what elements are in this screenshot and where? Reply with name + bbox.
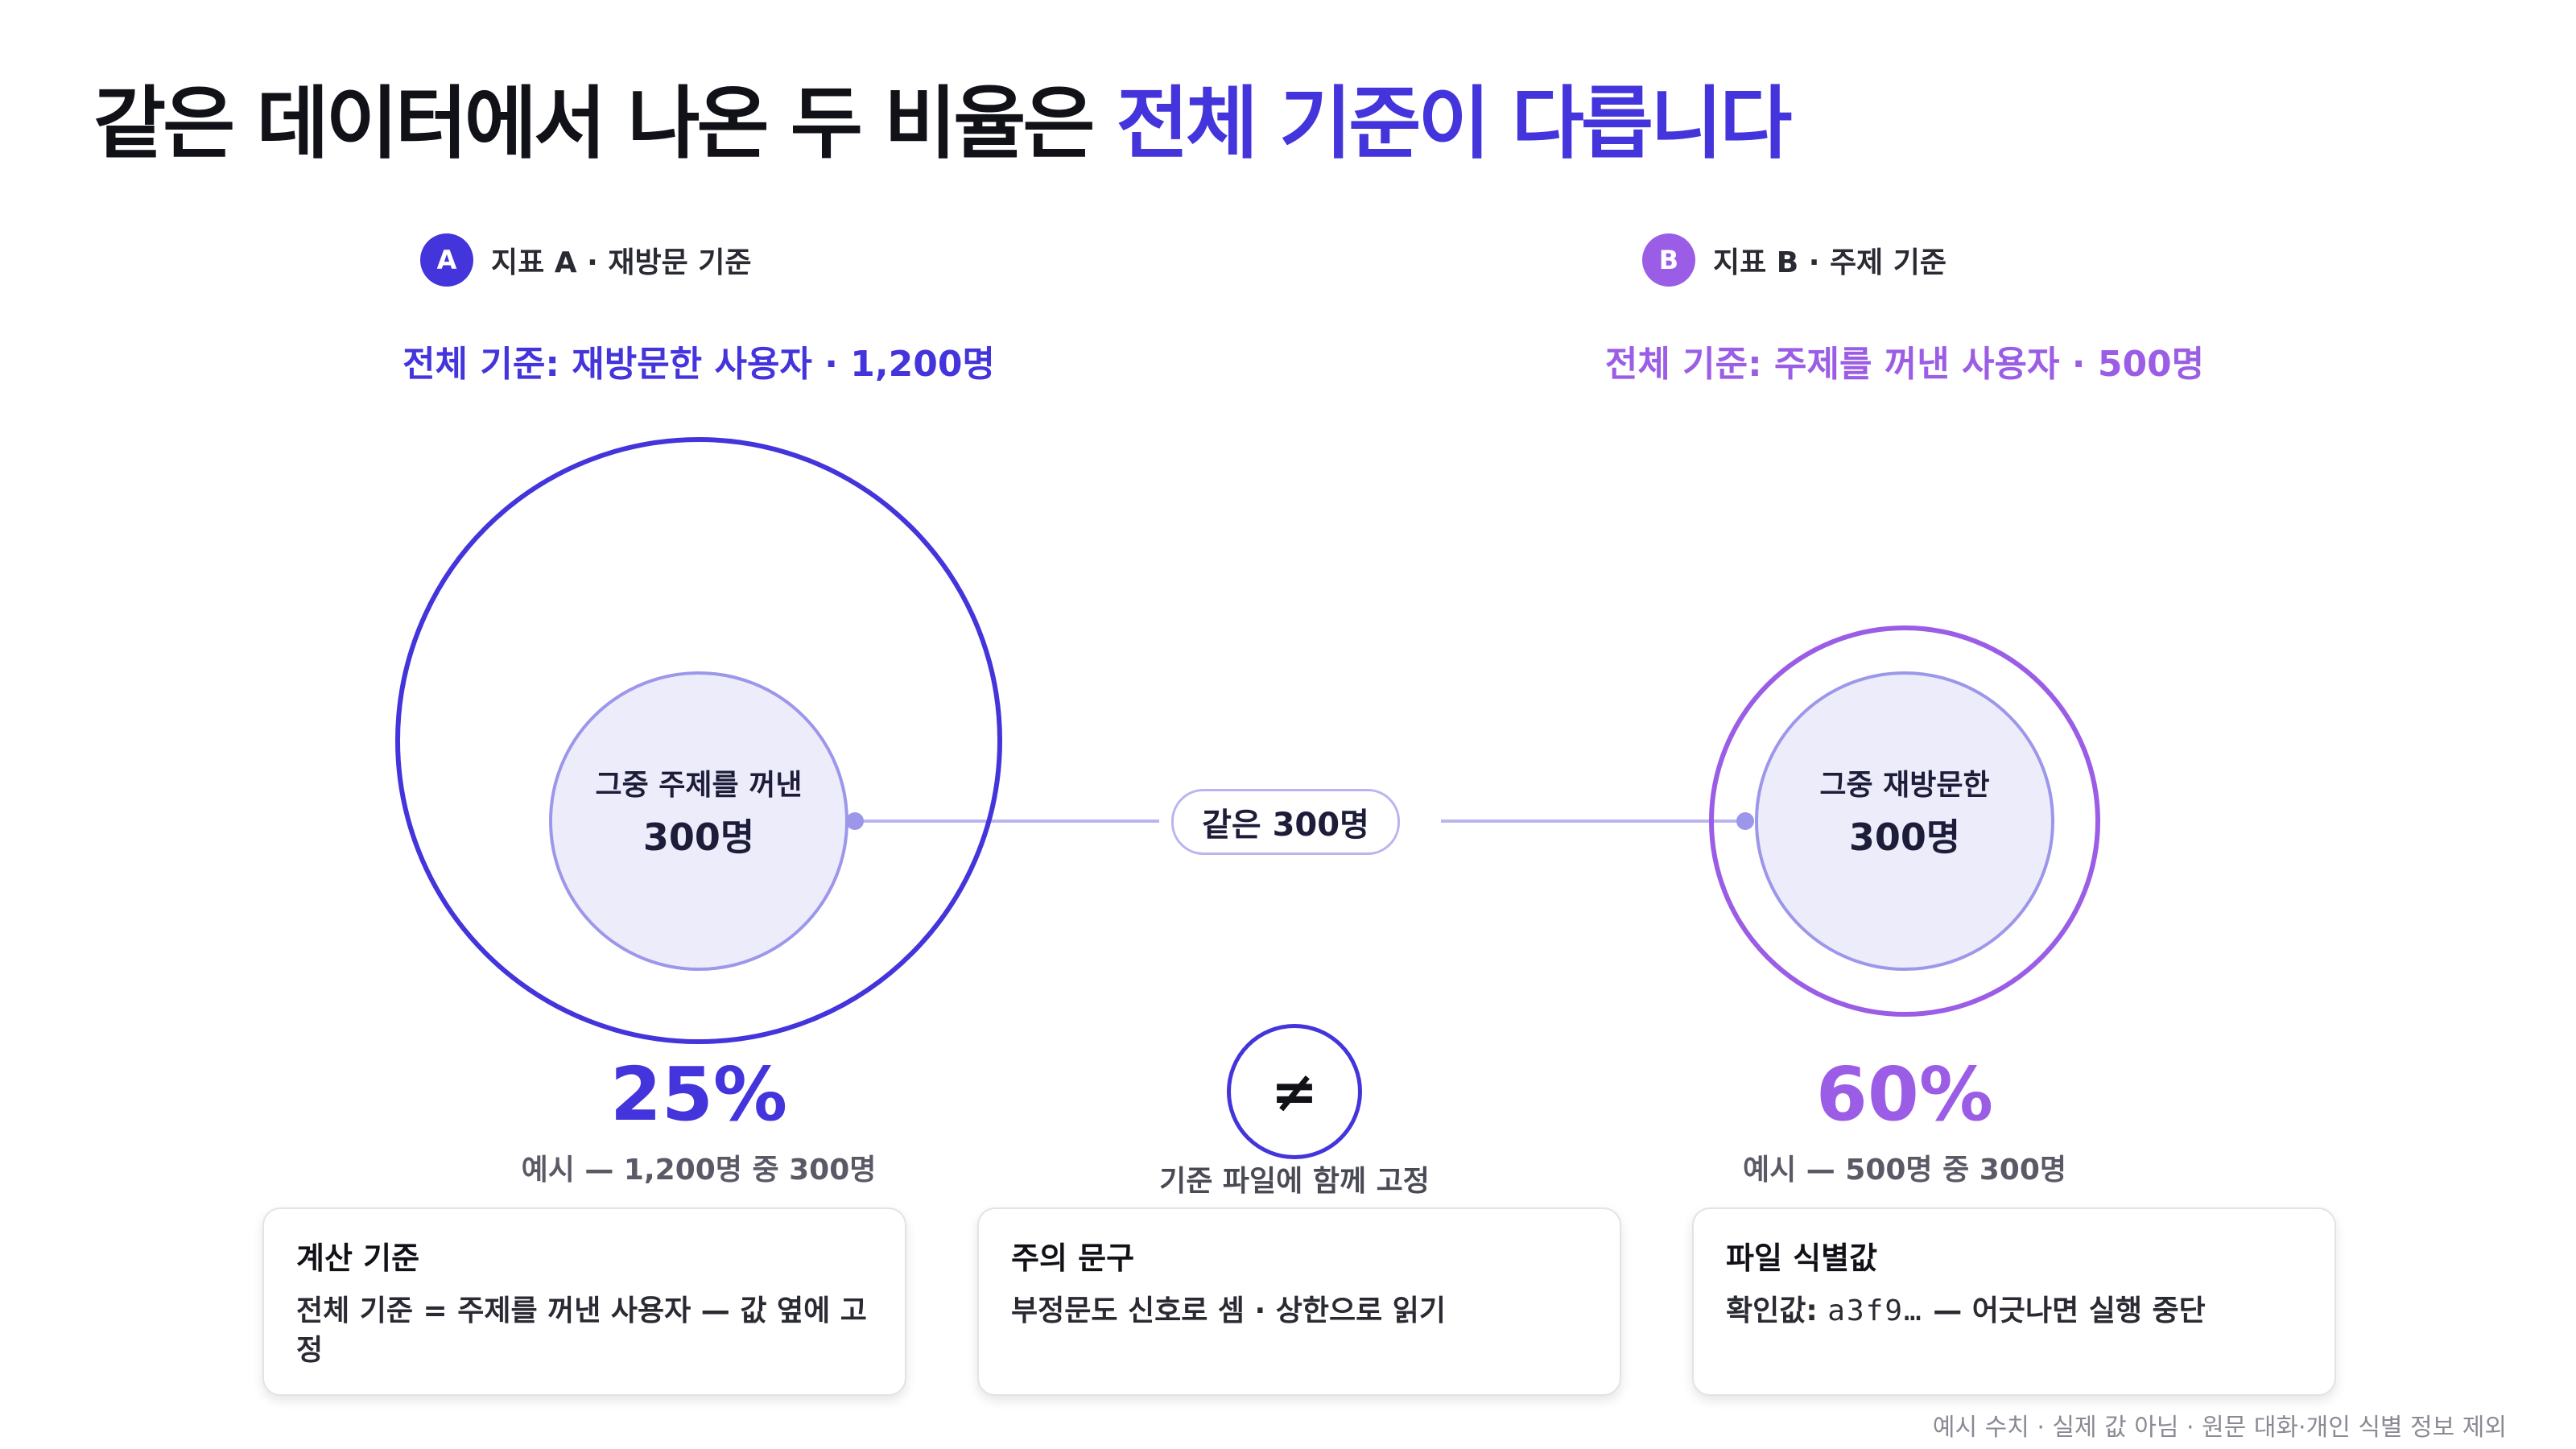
metric-a-badge: A xyxy=(420,233,473,287)
metric-a-percent: 25% xyxy=(609,1051,788,1137)
metric-b-inner-text: 그중 재방문한 300명 xyxy=(1819,762,1989,861)
metric-b-example: 예시 — 500명 중 300명 xyxy=(1742,1154,2067,1187)
link-dot-left xyxy=(846,812,864,830)
metric-b-inner-circle xyxy=(1755,671,2054,971)
title-accent: 전체 기준이 다릅니다 xyxy=(1116,78,1793,170)
not-equal-icon: ≠ xyxy=(1227,1024,1362,1159)
card-caution-note: 주의 문구 부정문도 신호로 셈 · 상한으로 읽기 xyxy=(977,1208,1621,1396)
metric-a-inner-sub: 그중 주제를 꺼낸 xyxy=(595,769,803,802)
metric-a-label: 지표 A · 재방문 기준 xyxy=(491,246,752,279)
card-file-identifier: 파일 식별값 확인값: a3f9… — 어긋나면 실행 중단 xyxy=(1692,1208,2336,1396)
not-equal-caption: 기준 파일에 함께 고정 xyxy=(1159,1165,1430,1198)
card-calculation-basis: 계산 기준 전체 기준 = 주제를 꺼낸 사용자 — 값 옆에 고정 xyxy=(262,1208,906,1396)
metric-b-outer-circle xyxy=(1709,625,2100,1017)
metric-a-inner-text: 그중 주제를 꺼낸 300명 xyxy=(596,762,803,861)
metric-b-badge: B xyxy=(1642,233,1695,287)
card-body: 부정문도 신호로 셈 · 상한으로 읽기 xyxy=(1011,1294,1447,1327)
footnote: 예시 수치 · 실제 값 아님 · 원문 대화·개인 식별 정보 제외 xyxy=(1932,1414,2507,1442)
metric-a-inner-num: 300명 xyxy=(642,815,755,859)
metric-b-percent: 60% xyxy=(1815,1051,1994,1137)
card-body: 전체 기준 = 주제를 꺼낸 사용자 — 값 옆에 고정 xyxy=(296,1294,867,1367)
metric-b-inner-sub: 그중 재방문한 xyxy=(1819,769,1990,802)
metric-b-inner-num: 300명 xyxy=(1848,815,1961,859)
card-body-prefix: 확인값: xyxy=(1726,1294,1828,1327)
title-main: 같은 데이터에서 나온 두 비율은 xyxy=(93,78,1117,170)
card-title: 주의 문구 xyxy=(1011,1241,1135,1276)
page-title: 같은 데이터에서 나온 두 비율은 전체 기준이 다릅니다 xyxy=(93,77,1793,172)
card-title: 계산 기준 xyxy=(296,1241,420,1276)
metric-b-label: 지표 B · 주제 기준 xyxy=(1713,246,1946,279)
metric-a-header: A 지표 A · 재방문 기준 xyxy=(420,233,752,287)
metric-a-example: 예시 — 1,200명 중 300명 xyxy=(521,1154,877,1187)
metric-b-basis: 전체 기준: 주제를 꺼낸 사용자 · 500명 xyxy=(1604,344,2205,385)
metric-a-outer-circle xyxy=(395,437,1002,1044)
link-dot-right xyxy=(1736,812,1754,830)
metric-a-basis: 전체 기준: 재방문한 사용자 · 1,200명 xyxy=(402,344,995,385)
metric-b-header: B 지표 B · 주제 기준 xyxy=(1642,233,1946,287)
card-title: 파일 식별값 xyxy=(1726,1241,1878,1276)
same-300-pill: 같은 300명 xyxy=(1171,789,1400,855)
file-hash-code: a3f9… xyxy=(1827,1294,1923,1327)
card-body: 확인값: a3f9… — 어긋나면 실행 중단 xyxy=(1726,1292,2302,1331)
card-body-suffix: — 어긋나면 실행 중단 xyxy=(1922,1294,2206,1327)
